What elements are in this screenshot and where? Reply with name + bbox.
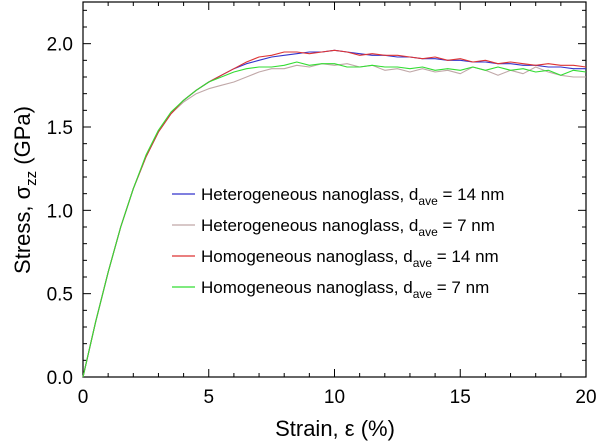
series-lines <box>82 49 587 378</box>
x-tick-label: 0 <box>78 387 89 408</box>
y-tick-label: 0.0 <box>47 368 73 389</box>
axis-tick-labels: 0 5 10 15 20 0.0 0.5 1.0 1.5 2.0 <box>47 35 597 408</box>
y-tick-label: 2.0 <box>47 35 73 56</box>
series-line <box>82 61 587 378</box>
y-axis-label: Stress, σzz (GPa) <box>10 106 40 274</box>
legend-label: Heterogeneous nanoglass, dave = 14 nm <box>201 185 504 208</box>
legend-label: Homogeneous nanoglass, dave = 7 nm <box>201 278 489 301</box>
legend-label: Homogeneous nanoglass, dave = 14 nm <box>201 247 499 270</box>
x-tick-label: 15 <box>450 387 471 408</box>
x-tick-label: 10 <box>324 387 345 408</box>
legend-label: Heterogeneous nanoglass, dave = 7 nm <box>201 216 495 239</box>
x-tick-label: 20 <box>575 387 596 408</box>
y-tick-label: 1.5 <box>47 118 73 139</box>
series-line <box>82 49 587 378</box>
y-tick-label: 0.5 <box>47 285 73 306</box>
x-tick-label: 5 <box>203 387 214 408</box>
x-axis-label: Strain, ε (%) <box>275 416 395 441</box>
legend: Heterogeneous nanoglass, dave = 14 nm Het… <box>172 185 504 301</box>
series-line <box>82 49 586 378</box>
axis-ticks <box>82 2 587 378</box>
y-tick-label: 1.0 <box>47 201 73 222</box>
